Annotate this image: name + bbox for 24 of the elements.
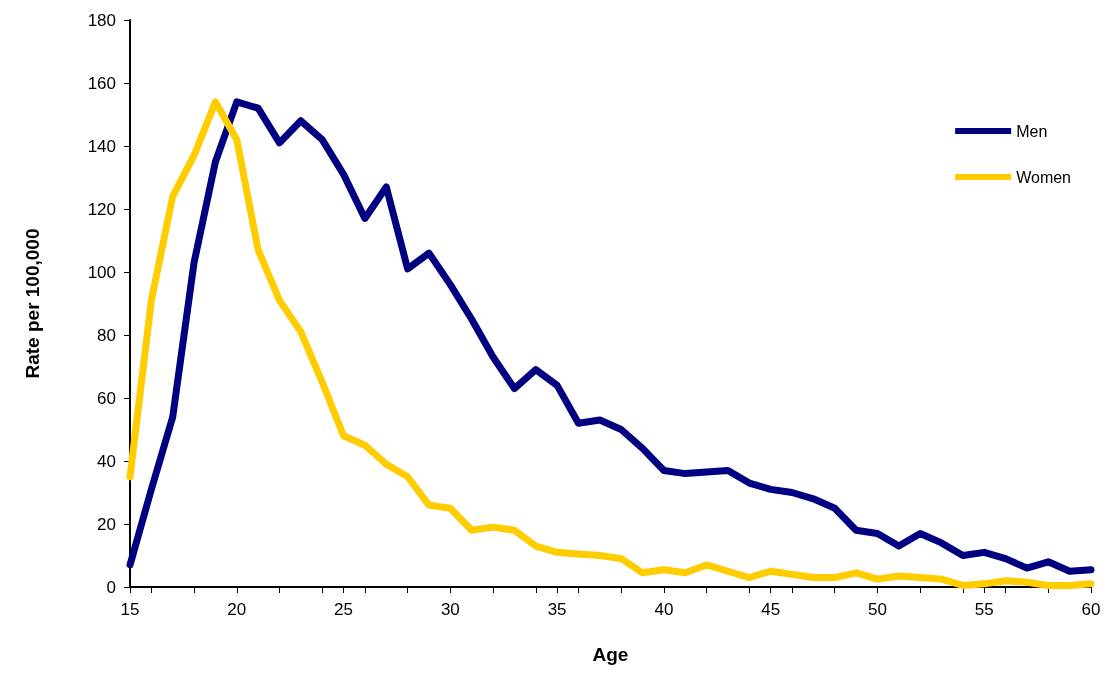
y-tick-label: 60 — [97, 388, 116, 408]
x-tick-label: 40 — [654, 600, 674, 619]
x-axis-title: Age — [592, 644, 629, 665]
legend-label: Women — [1016, 168, 1072, 186]
y-tick-label: 20 — [97, 514, 116, 534]
x-tick-label: 30 — [440, 600, 460, 619]
x-tick-label: 15 — [120, 600, 140, 619]
x-tick-label: 50 — [867, 600, 887, 619]
y-tick-label: 0 — [106, 577, 116, 597]
legend-label: Men — [1016, 122, 1048, 140]
y-tick-label: 100 — [87, 262, 116, 282]
x-tick-label: 45 — [761, 600, 781, 619]
x-tick-label: 35 — [547, 600, 567, 619]
y-tick-label: 40 — [97, 451, 116, 471]
y-tick-label: 140 — [87, 136, 116, 156]
y-axis-title: Rate per 100,000 — [22, 228, 43, 379]
y-tick-label: 120 — [87, 199, 116, 219]
y-tick-label: 160 — [87, 73, 116, 93]
x-tick-label: 20 — [227, 600, 247, 619]
x-tick-label: 60 — [1081, 600, 1101, 619]
x-tick-label: 25 — [334, 600, 354, 619]
y-tick-label: 80 — [97, 325, 116, 345]
x-tick-label: 55 — [974, 600, 994, 619]
y-tick-label: 180 — [87, 10, 116, 30]
